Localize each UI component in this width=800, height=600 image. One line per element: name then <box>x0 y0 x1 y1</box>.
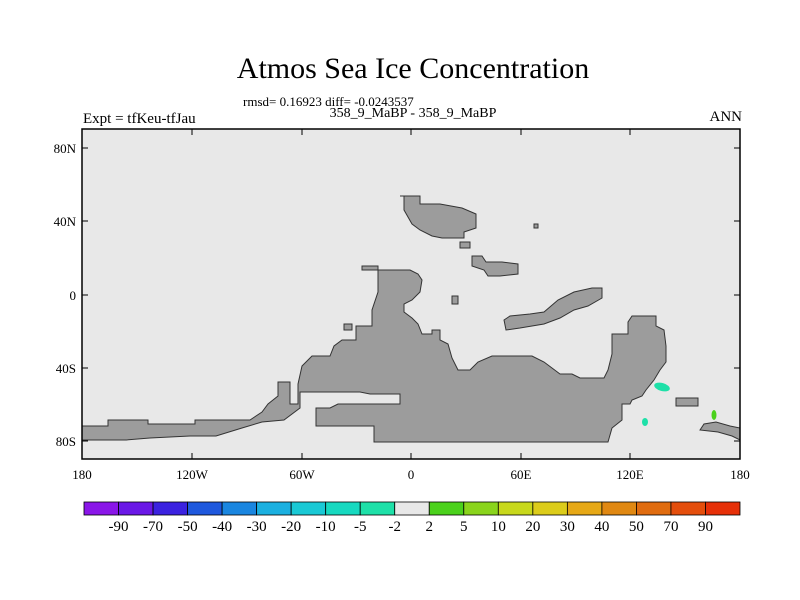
colorbar-label: 50 <box>629 519 644 535</box>
colorbar-swatch <box>705 501 741 516</box>
colorbar-swatch <box>83 501 119 516</box>
y-tick-label: 80S <box>56 434 76 449</box>
experiment-label: Expt = tfKeu-tfJau <box>83 111 196 127</box>
colorbar-swatch <box>428 501 465 516</box>
colorbar-label: -20 <box>281 519 301 535</box>
colorbar-label: 5 <box>460 519 468 535</box>
colorbar-swatch <box>566 501 603 516</box>
colorbar-label: 90 <box>698 519 713 535</box>
colorbar-swatch <box>256 501 292 516</box>
land-east-arc <box>503 287 603 331</box>
land-islet-1 <box>451 295 459 305</box>
land-islet-3 <box>533 223 539 229</box>
colorbar-swatch <box>636 501 672 516</box>
x-tick-label: 120E <box>616 467 644 482</box>
x-tick-label: 0 <box>408 467 415 482</box>
change-patch-2 <box>642 418 648 426</box>
colorbar-swatch <box>463 501 499 516</box>
land-masses <box>81 195 741 443</box>
stats-text: rmsd= 0.16923 diff= -0.0243537 <box>243 94 414 109</box>
colorbar-label: 2 <box>426 519 434 535</box>
y-tick-label: 0 <box>70 288 77 303</box>
colorbar-label: -40 <box>212 519 232 535</box>
colorbar: -90 -70 -50 -40 -30 -20 -10 -5 -2 2 5 10 20 30 40 50 70 9… <box>83 501 741 535</box>
tick-marks <box>82 129 740 459</box>
colorbar-swatch <box>118 501 154 516</box>
colorbar-swatch <box>670 501 706 516</box>
map-title: Atmos Sea Ice Concentration <box>236 52 590 85</box>
colorbar-label: -10 <box>316 519 336 535</box>
ice-change-patches <box>642 382 717 426</box>
colorbar-swatch <box>532 501 568 516</box>
colorbar-label: -30 <box>247 519 267 535</box>
x-tick-label: 60W <box>289 467 315 482</box>
colorbar-swatch <box>601 501 637 516</box>
land-east-sliver <box>675 397 699 407</box>
colorbar-label: -70 <box>143 519 163 535</box>
colorbar-label: -2 <box>388 519 401 535</box>
colorbar-swatch <box>394 501 430 516</box>
colorbar-swatch <box>221 501 258 516</box>
colorbar-swatch <box>359 501 396 516</box>
colorbar-swatch <box>497 501 534 516</box>
land-islet-4 <box>459 241 471 249</box>
change-patch-1 <box>654 382 670 392</box>
colorbar-label: -50 <box>178 519 198 535</box>
colorbar-label: -5 <box>354 519 367 535</box>
land-east-islands <box>471 255 519 277</box>
colorbar-swatch <box>325 501 361 516</box>
y-tick-label: 40N <box>54 214 77 229</box>
change-patch-3 <box>711 410 717 420</box>
x-tick-label: 120W <box>176 467 209 482</box>
colorbar-label: -90 <box>109 519 129 535</box>
colorbar-swatch <box>187 501 223 516</box>
colorbar-label: 70 <box>663 519 678 535</box>
land-main-continent <box>81 265 667 443</box>
season-label: ANN <box>709 109 743 125</box>
colorbar-label: 40 <box>594 519 609 535</box>
x-tick-label: 180 <box>730 467 750 482</box>
land-islet-2 <box>343 323 353 331</box>
colorbar-swatch <box>290 501 327 516</box>
x-tick-label: 180 <box>72 467 92 482</box>
y-tick-label: 80N <box>54 141 77 156</box>
x-tick-label: 60E <box>511 467 532 482</box>
colorbar-label: 30 <box>560 519 575 535</box>
y-tick-label: 40S <box>56 361 76 376</box>
land-north-block <box>400 195 477 239</box>
map-subtitle: 358_9_MaBP - 358_9_MaBP <box>329 106 497 121</box>
colorbar-label: 10 <box>491 519 506 535</box>
colorbar-swatch <box>152 501 188 516</box>
colorbar-label: 20 <box>525 519 540 535</box>
